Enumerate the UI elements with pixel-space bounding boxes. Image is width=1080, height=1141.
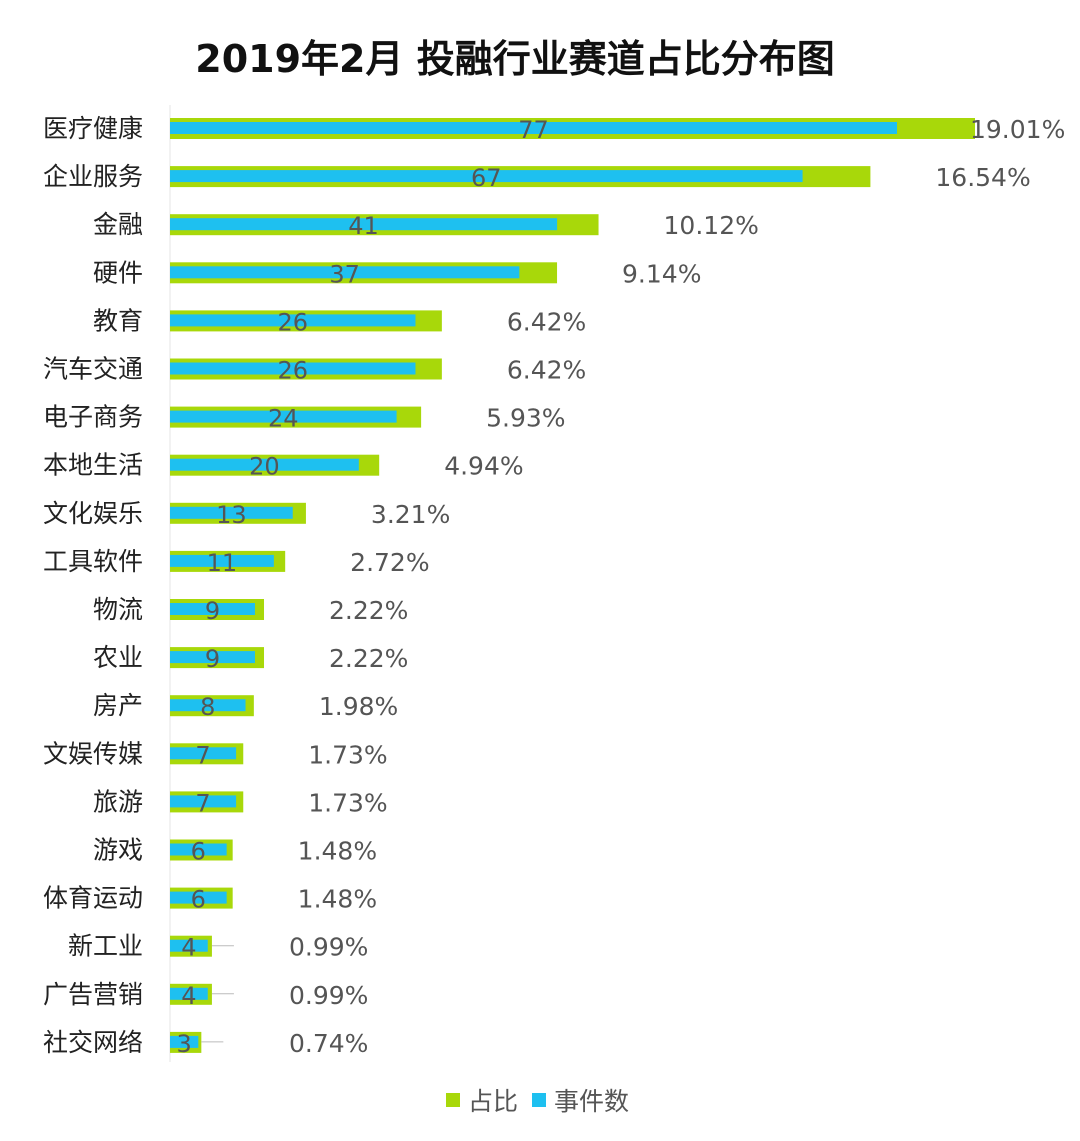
- count-label: 11: [207, 549, 238, 577]
- category-label: 社交网络: [43, 1028, 143, 1057]
- legend: 占比 事件数: [446, 1082, 643, 1118]
- category-label: 教育: [93, 306, 143, 335]
- share-label: 9.14%: [622, 259, 701, 288]
- count-label: 41: [348, 212, 379, 240]
- count-label: 3: [177, 1030, 192, 1058]
- category-label: 医疗健康: [43, 114, 143, 143]
- share-label: 1.73%: [308, 788, 387, 817]
- category-label: 广告营销: [43, 980, 143, 1009]
- bar-count: [170, 603, 255, 615]
- count-label: 6: [191, 886, 206, 914]
- bar-count: [170, 939, 208, 952]
- bar-count: [170, 170, 803, 183]
- count-label: 6: [191, 838, 206, 866]
- bar-count: [170, 843, 227, 856]
- bar-count: [170, 1035, 199, 1048]
- count-label: 26: [277, 357, 308, 385]
- category-label: 工具软件: [43, 547, 143, 576]
- share-label: 1.73%: [308, 740, 387, 769]
- bar-count: [170, 362, 416, 375]
- bar-count: [170, 987, 208, 1000]
- category-label: 新工业: [68, 932, 143, 961]
- category-label: 本地生活: [43, 451, 143, 480]
- share-label: 6.42%: [507, 307, 586, 336]
- count-label: 26: [277, 308, 308, 336]
- category-label: 企业服务: [43, 162, 143, 191]
- count-label: 4: [181, 934, 196, 962]
- category-label: 电子商务: [43, 403, 143, 432]
- bar-count: [170, 506, 293, 519]
- legend-item-count: 事件数: [532, 1082, 629, 1118]
- count-label: 9: [205, 597, 220, 625]
- bar-count: [170, 651, 255, 664]
- count-label: 8: [200, 693, 215, 721]
- bar-count: [170, 266, 520, 279]
- share-label: 0.99%: [289, 933, 368, 962]
- share-label: 19.01%: [970, 115, 1065, 144]
- category-label: 文化娱乐: [43, 499, 143, 528]
- count-label: 13: [216, 501, 247, 529]
- share-label: 1.98%: [319, 692, 398, 721]
- bar-count: [170, 410, 397, 423]
- legend-label-count: 事件数: [554, 1087, 630, 1116]
- count-label: 24: [268, 405, 299, 433]
- category-label: 硬件: [93, 258, 143, 287]
- category-label: 游戏: [93, 836, 143, 865]
- bar-count: [170, 218, 558, 231]
- share-label: 1.48%: [298, 885, 377, 914]
- share-label: 5.93%: [486, 404, 565, 433]
- bar-count: [170, 699, 246, 712]
- count-label: 77: [518, 116, 549, 144]
- legend-swatch-share: [446, 1093, 460, 1107]
- count-label: 20: [249, 453, 280, 481]
- chart-title: 2019年2月 投融行业赛道占比分布图: [195, 37, 835, 81]
- share-label: 2.22%: [329, 596, 408, 625]
- share-label: 1.48%: [298, 837, 377, 866]
- category-label: 物流: [93, 595, 143, 624]
- legend-label-share: 占比: [468, 1087, 519, 1116]
- bar-count: [170, 554, 274, 567]
- legend-swatch-count: [532, 1093, 547, 1107]
- share-label: 6.42%: [507, 356, 586, 385]
- share-label: 16.54%: [935, 163, 1030, 192]
- category-label: 房产: [93, 691, 143, 720]
- share-label: 2.72%: [350, 548, 429, 577]
- legend-item-share: 占比: [446, 1082, 518, 1118]
- bar-count: [170, 314, 416, 327]
- count-label: 7: [195, 789, 210, 817]
- category-label: 文娱传媒: [43, 739, 143, 768]
- category-label: 体育运动: [43, 884, 143, 913]
- count-label: 37: [329, 260, 360, 288]
- bar-count: [170, 891, 227, 904]
- share-label: 3.21%: [371, 500, 450, 529]
- share-label: 0.74%: [289, 1029, 368, 1058]
- category-label: 农业: [93, 643, 143, 672]
- category-label: 汽车交通: [43, 355, 143, 384]
- bar-count: [170, 122, 897, 134]
- share-label: 0.99%: [289, 981, 368, 1010]
- bar-count: [170, 747, 237, 760]
- count-label: 9: [205, 645, 220, 673]
- share-label: 10.12%: [664, 211, 759, 240]
- share-label: 4.94%: [444, 452, 523, 481]
- category-label: 旅游: [93, 787, 143, 816]
- count-label: 67: [471, 164, 502, 192]
- category-label: 金融: [93, 210, 143, 239]
- share-label: 2.22%: [329, 644, 408, 673]
- count-label: 7: [195, 741, 210, 769]
- bar-count: [170, 458, 359, 471]
- count-label: 4: [181, 982, 196, 1010]
- bar-count: [170, 795, 237, 808]
